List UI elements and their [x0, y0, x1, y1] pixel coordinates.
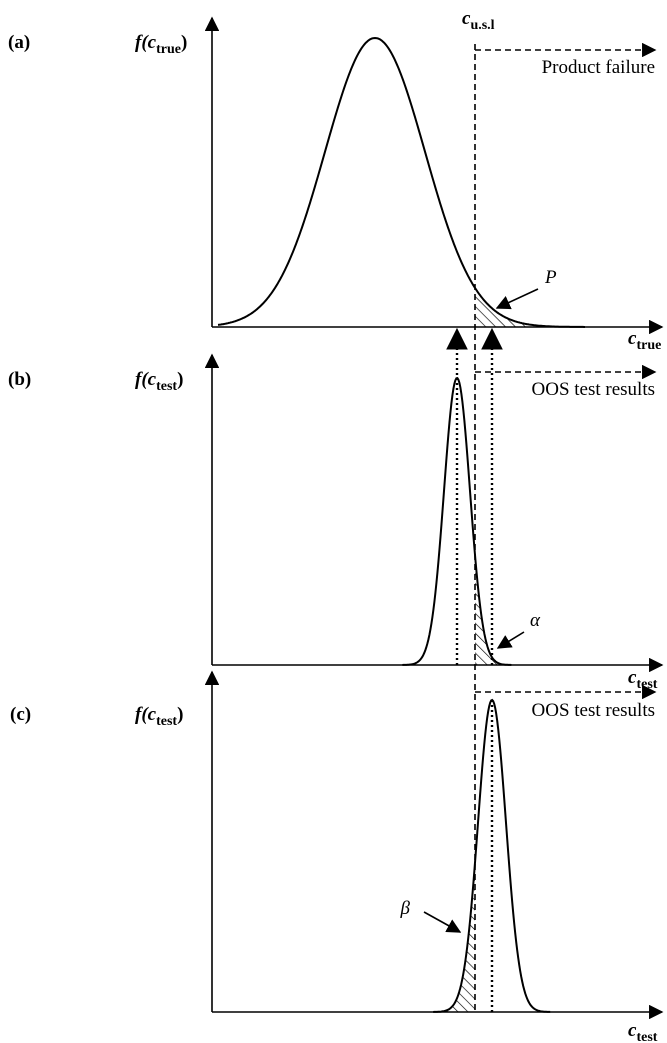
text-part: test	[156, 714, 177, 729]
y-axis-label: f(ctrue)	[135, 32, 187, 57]
area-pointer	[496, 631, 525, 649]
text-part: test	[636, 1030, 657, 1043]
region-text: OOS test results	[532, 379, 656, 400]
area-label: α	[530, 610, 541, 631]
hatched-area	[430, 862, 475, 1012]
limit-label: cu.s.l	[462, 8, 495, 33]
panel-label: (c)	[10, 704, 31, 725]
region-text: Product failure	[542, 57, 655, 78]
hatched-area	[475, 287, 530, 327]
x-axis-label: ctest	[628, 1020, 658, 1043]
y-axis-label: f(ctest)	[135, 369, 183, 394]
area-label: P	[544, 267, 557, 288]
area-pointer	[495, 288, 539, 310]
x-axis-label: ctrue	[628, 328, 661, 353]
hatched-area	[475, 555, 520, 665]
text-part: c	[628, 667, 637, 688]
distribution-curve	[433, 698, 551, 1013]
text-part: test	[636, 677, 657, 692]
text-part: f(c	[135, 369, 157, 390]
panel-label: (b)	[8, 369, 31, 390]
text-part: c	[628, 328, 637, 349]
x-axis-label: ctest	[628, 667, 658, 692]
distribution-curve	[402, 376, 512, 666]
text-part: )	[177, 369, 183, 390]
panel-label: (a)	[8, 32, 30, 53]
text-part: f(c	[135, 704, 157, 725]
text-part: f(c	[135, 32, 157, 53]
y-axis-label: f(ctest)	[135, 704, 183, 729]
text-part: true	[156, 42, 181, 57]
area-pointer	[423, 911, 462, 933]
text-part: u.s.l	[470, 18, 494, 33]
text-part: )	[181, 32, 187, 53]
region-text: OOS test results	[532, 700, 656, 721]
distribution-curve	[217, 36, 585, 328]
text-part: )	[177, 704, 183, 725]
text-part: c	[628, 1020, 637, 1041]
text-part: true	[636, 338, 661, 353]
text-part: test	[156, 379, 177, 394]
area-label: β	[400, 898, 411, 919]
text-part: c	[462, 8, 471, 29]
